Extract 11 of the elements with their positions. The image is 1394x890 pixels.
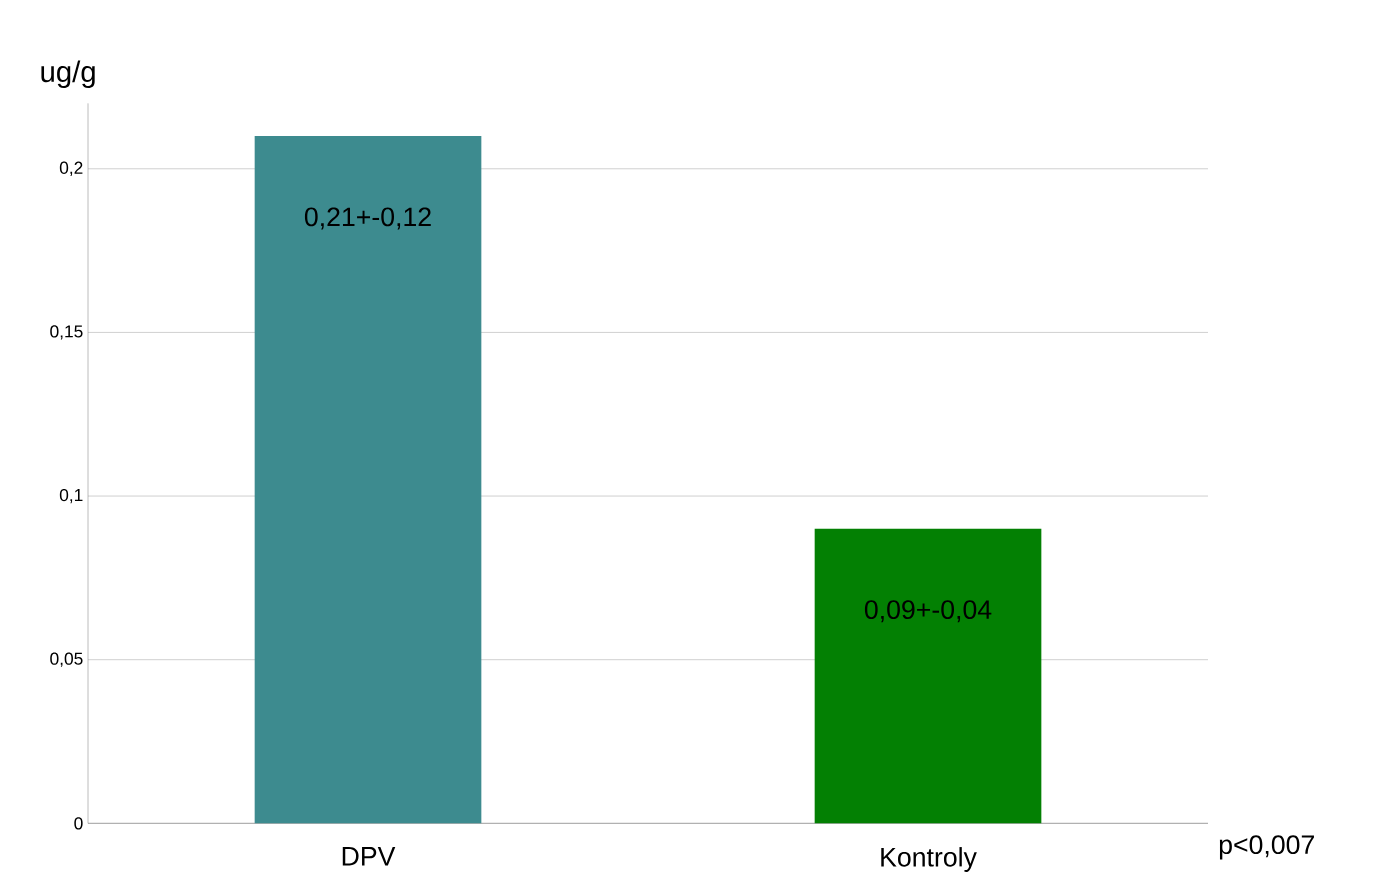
text: p<0,007	[1219, 835, 1314, 860]
x-tick-label: Kontroly	[881, 847, 977, 872]
y-axis-title: ug/g	[41, 60, 95, 88]
y-tick-label: 0,2	[59, 161, 83, 176]
x-tick-label: DPV	[342, 847, 396, 866]
data-label: 0,09+-0,04	[864, 600, 992, 623]
y-tick-label: 0,05	[50, 652, 83, 667]
y-tick-label: 0,15	[50, 325, 83, 340]
data-label: 0,21+-0,12	[304, 207, 431, 230]
y-tick-label: 0,1	[59, 488, 83, 504]
y-tick-label: 0	[74, 817, 83, 830]
